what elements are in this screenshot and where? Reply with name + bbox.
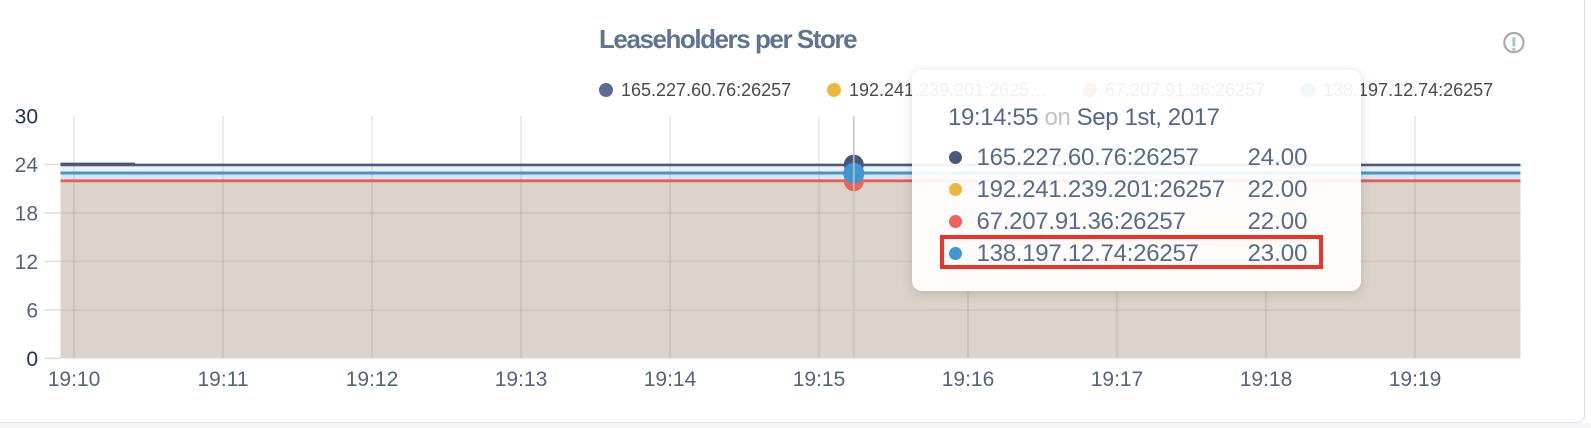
svg-text:24: 24 xyxy=(15,154,39,177)
svg-text:19:14: 19:14 xyxy=(644,368,697,391)
svg-text:19:12: 19:12 xyxy=(346,368,399,391)
svg-text:19:10: 19:10 xyxy=(48,368,101,391)
svg-text:30: 30 xyxy=(15,106,38,129)
svg-text:0: 0 xyxy=(26,348,38,371)
svg-text:19:16: 19:16 xyxy=(942,368,995,391)
svg-text:19:17: 19:17 xyxy=(1091,368,1144,391)
svg-text:19:13: 19:13 xyxy=(495,368,548,391)
svg-text:18: 18 xyxy=(15,203,38,226)
svg-text:12: 12 xyxy=(15,251,38,274)
svg-text:19:15: 19:15 xyxy=(793,368,846,391)
svg-text:19:11: 19:11 xyxy=(198,368,249,391)
svg-text:6: 6 xyxy=(26,300,38,323)
svg-text:19:19: 19:19 xyxy=(1389,368,1442,391)
svg-text:19:18: 19:18 xyxy=(1240,368,1293,391)
